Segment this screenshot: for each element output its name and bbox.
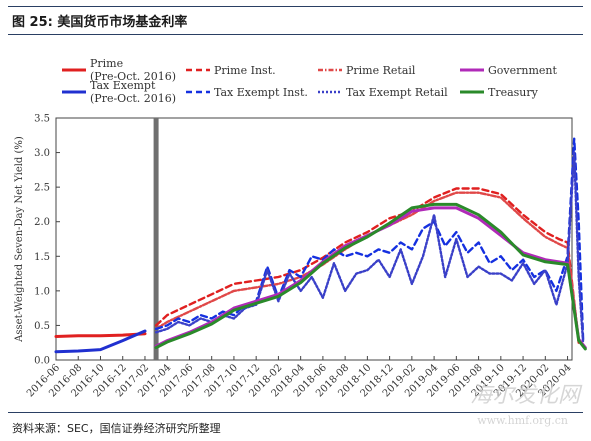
legend-label-taxex-retail: Tax Exempt Retail (346, 86, 448, 99)
watermark-logo-text: 海尔发化网 (470, 383, 583, 408)
legend-label-prime-pre: Prime (90, 57, 123, 70)
y-tick-label: 0.0 (34, 356, 50, 367)
y-tick-label: 2.5 (34, 183, 50, 194)
y-tick-label: 1.5 (34, 252, 50, 263)
y-tick-label: 2.0 (34, 217, 50, 228)
footer-rule (8, 412, 583, 413)
legend-sublabel-prime-pre: (Pre-Oct. 2016) (90, 70, 176, 83)
y-axis-label: Asset-Weighted Seven-Day Net Yield (%) (14, 136, 25, 343)
series-line-prime-pre-oct-2016 (54, 332, 147, 338)
legend-label-taxex-inst: Tax Exempt Inst. (214, 86, 308, 99)
y-tick-label: 1.0 (34, 286, 50, 297)
legend-sublabel-taxex-pre: (Pre-Oct. 2016) (90, 92, 176, 105)
watermark-url: www.hmf.org.cn (477, 414, 568, 427)
series-line-tax-exempt-retail (154, 151, 585, 344)
header-top-rule (8, 6, 583, 7)
y-tick-label: 3.0 (34, 148, 50, 159)
legend-label-treasury: Treasury (488, 86, 539, 99)
legend-label-prime-inst: Prime Inst. (214, 64, 276, 77)
y-tick-label: 3.5 (34, 114, 50, 125)
series-line-prime-inst (154, 187, 580, 344)
header-bottom-rule (8, 34, 583, 35)
y-tick-label: 0.5 (34, 321, 50, 332)
series-line-treasury (154, 202, 587, 351)
series-line-government (154, 206, 587, 350)
legend-label-prime-retail: Prime Retail (346, 64, 416, 77)
legend-label-taxex-pre: Tax Exempt (90, 79, 156, 92)
series-line-tax-exempt-pre-oct-2016 (54, 329, 147, 354)
plot-frame (55, 117, 573, 361)
series-line-tax-exempt-inst (154, 137, 585, 341)
legend-label-government: Government (488, 64, 558, 77)
source-note: 资料来源：SEC，国信证券经济研究所整理 (12, 422, 221, 435)
figure-title: 图 25: 美国货币市场基金利率 (12, 15, 188, 30)
